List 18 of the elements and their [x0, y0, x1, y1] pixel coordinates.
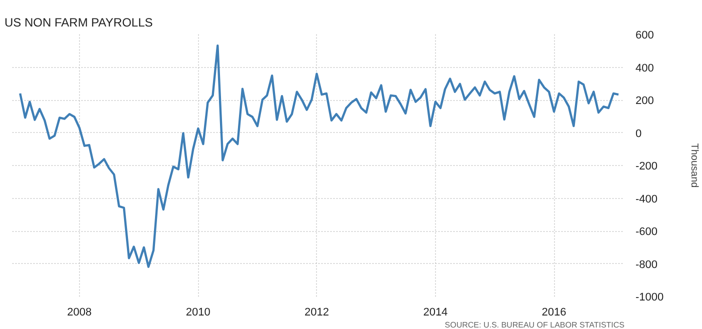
- y-tick-label: 400: [636, 62, 654, 74]
- y-tick-label: -1000: [636, 292, 664, 304]
- x-tick-label: 2014: [423, 306, 448, 318]
- x-tick-label: 2008: [67, 306, 92, 318]
- chart-title: US NON FARM PAYROLLS: [4, 16, 153, 30]
- x-tick-label: 2010: [186, 306, 210, 318]
- y-tick-label: 0: [636, 128, 642, 140]
- y-tick-label: 600: [636, 30, 654, 42]
- source-note: SOURCE: U.S. BUREAU OF LABOR STATISTICS: [444, 320, 625, 329]
- y-tick-label: -200: [636, 160, 658, 172]
- x-tick-label: 2016: [542, 306, 566, 318]
- y-axis-title: Thousand: [688, 143, 700, 188]
- y-tick-label: -800: [636, 258, 658, 271]
- line-series: [19, 44, 620, 268]
- y-tick-label: -400: [636, 193, 658, 206]
- y-tick-label: 200: [636, 95, 654, 107]
- y-tick-label: -600: [636, 226, 658, 238]
- x-tick-label: 2012: [304, 306, 329, 318]
